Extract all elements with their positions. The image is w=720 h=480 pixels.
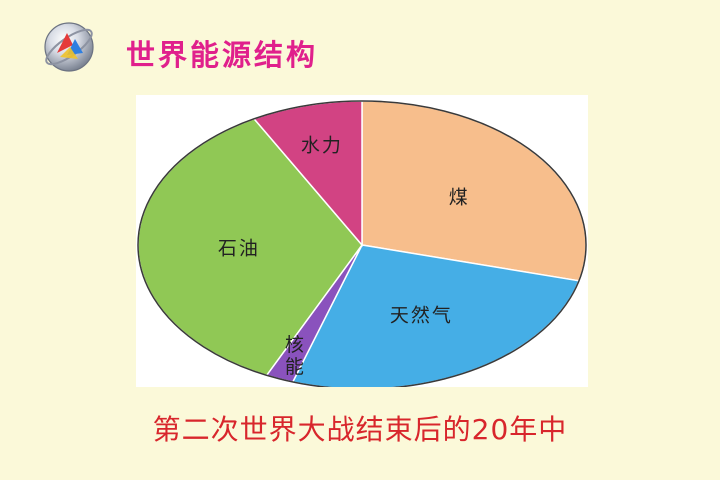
pie-label-hydro: 水力 — [301, 135, 343, 157]
pie-label-oil: 石油 — [218, 238, 260, 260]
slide-title: 世界能源结构 — [126, 38, 319, 72]
pie-outline — [137, 100, 587, 387]
presentation-app-logo-icon — [44, 22, 94, 72]
pie-label-nuclear: 核能 — [285, 334, 304, 378]
pie-label-natural-gas: 天然气 — [390, 304, 453, 326]
pie-label-coal: 煤 — [449, 187, 470, 209]
slide-caption: 第二次世界大战结束后的20年中 — [152, 413, 568, 446]
pie-chart-panel: 煤天然气核能 石油 水力 — [136, 95, 588, 387]
